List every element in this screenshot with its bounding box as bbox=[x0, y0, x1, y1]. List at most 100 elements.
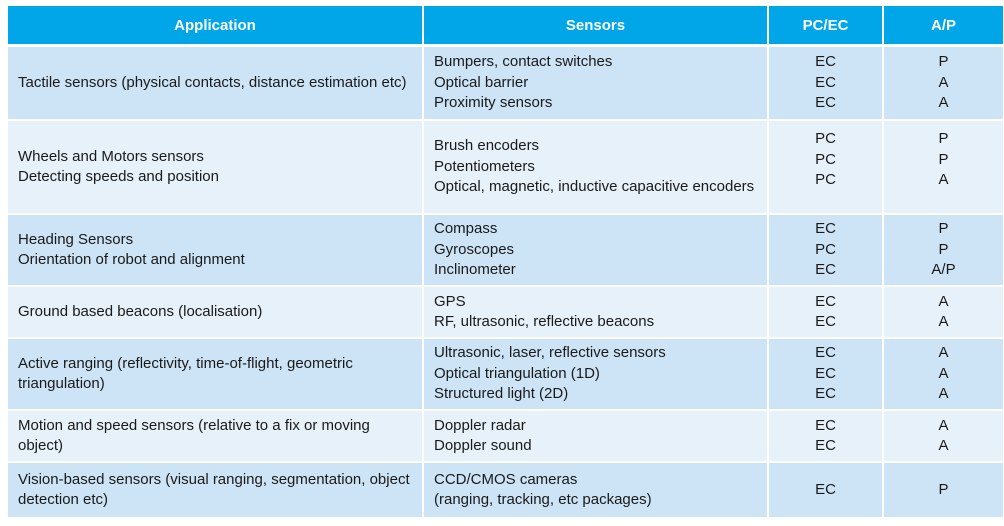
pc-ec-value: EC bbox=[815, 292, 836, 310]
a-p-cell: A A A bbox=[884, 339, 1003, 411]
a-p-value: P bbox=[938, 150, 949, 168]
sensor-table-container: Application Sensors PC/EC A/P Tactile se… bbox=[8, 6, 1003, 519]
pc-ec-cell: EC bbox=[769, 463, 884, 519]
application-cell: Heading Sensors Orientation of robot and… bbox=[8, 215, 424, 287]
sensor-item: Compass bbox=[434, 220, 498, 238]
a-p-value: A/P bbox=[931, 261, 956, 279]
pc-ec-value: EC bbox=[815, 344, 836, 362]
a-p-value: P bbox=[938, 130, 949, 147]
sensor-item: Potentiometers bbox=[434, 157, 535, 175]
sensor-item: Optical barrier bbox=[434, 73, 529, 91]
a-p-value: A bbox=[938, 385, 949, 403]
sensors-cell: Brush encoders Potentiometers Optical, m… bbox=[424, 121, 769, 215]
application-text: Ground based beacons (localisation) bbox=[18, 302, 263, 320]
sensor-item: Optical, magnetic, inductive capacitive … bbox=[434, 178, 755, 196]
a-p-cell: P P A bbox=[884, 121, 1003, 215]
a-p-value: A bbox=[938, 313, 949, 330]
table-row: Active ranging (reflectivity, time-of-fl… bbox=[8, 339, 1003, 411]
a-p-cell: P bbox=[884, 463, 1003, 519]
table-row: Ground based beacons (localisation) GPS … bbox=[8, 287, 1003, 339]
a-p-value: A bbox=[938, 344, 949, 362]
a-p-value: A bbox=[938, 416, 949, 434]
sensors-cell: Compass Gyroscopes Inclinometer bbox=[424, 215, 769, 287]
header-row: Application Sensors PC/EC A/P bbox=[8, 6, 1003, 47]
application-cell: Motion and speed sensors (relative to a … bbox=[8, 411, 424, 463]
header-application: Application bbox=[8, 6, 424, 47]
sensors-cell: GPS RF, ultrasonic, reflective beacons bbox=[424, 287, 769, 339]
a-p-value: A bbox=[938, 292, 949, 310]
sensor-item: Inclinometer bbox=[434, 261, 516, 279]
a-p-cell: A A bbox=[884, 411, 1003, 463]
application-text: Orientation of robot and alignment bbox=[18, 251, 245, 268]
a-p-cell: P P A/P bbox=[884, 215, 1003, 287]
pc-ec-value: EC bbox=[815, 53, 836, 71]
application-text: Vision-based sensors (visual ranging, se… bbox=[18, 470, 410, 509]
table-row: Vision-based sensors (visual ranging, se… bbox=[8, 463, 1003, 519]
pc-ec-value: EC bbox=[815, 261, 836, 279]
pc-ec-value: EC bbox=[815, 437, 836, 454]
a-p-cell: A A bbox=[884, 287, 1003, 339]
application-cell: Tactile sensors (physical contacts, dist… bbox=[8, 47, 424, 121]
pc-ec-cell: PC PC PC bbox=[769, 121, 884, 215]
application-text: Detecting speeds and position bbox=[18, 168, 219, 185]
sensor-item: (ranging, tracking, etc packages) bbox=[434, 491, 652, 508]
pc-ec-value: EC bbox=[815, 385, 836, 403]
a-p-value: P bbox=[938, 220, 949, 238]
sensor-item: Optical triangulation (1D) bbox=[434, 364, 600, 382]
application-text: Motion and speed sensors (relative to a … bbox=[18, 416, 370, 455]
table-row: Wheels and Motors sensors Detecting spee… bbox=[8, 121, 1003, 215]
application-text: Wheels and Motors sensors bbox=[18, 147, 204, 165]
pc-ec-value: PC bbox=[815, 240, 836, 258]
pc-ec-value: EC bbox=[815, 313, 836, 330]
header-pc-ec: PC/EC bbox=[769, 6, 884, 47]
pc-ec-value: EC bbox=[815, 364, 836, 382]
sensor-item: Bumpers, contact switches bbox=[434, 53, 613, 71]
a-p-value: A bbox=[938, 364, 949, 382]
pc-ec-cell: EC EC bbox=[769, 411, 884, 463]
a-p-value: P bbox=[938, 240, 949, 258]
application-text: Active ranging (reflectivity, time-of-fl… bbox=[18, 354, 353, 393]
application-text: Heading Sensors bbox=[18, 230, 134, 248]
sensors-cell: Bumpers, contact switches Optical barrie… bbox=[424, 47, 769, 121]
a-p-value: P bbox=[938, 480, 949, 498]
table-row: Tactile sensors (physical contacts, dist… bbox=[8, 47, 1003, 121]
sensor-table: Application Sensors PC/EC A/P Tactile se… bbox=[8, 6, 1003, 519]
pc-ec-value: EC bbox=[815, 94, 836, 112]
table-header: Application Sensors PC/EC A/P bbox=[8, 6, 1003, 47]
sensor-item: Doppler sound bbox=[434, 437, 532, 454]
sensor-item: GPS bbox=[434, 292, 466, 310]
sensor-item: Ultrasonic, laser, reflective sensors bbox=[434, 344, 666, 362]
pc-ec-cell: EC PC EC bbox=[769, 215, 884, 287]
application-cell: Active ranging (reflectivity, time-of-fl… bbox=[8, 339, 424, 411]
pc-ec-cell: EC EC EC bbox=[769, 47, 884, 121]
pc-ec-value: EC bbox=[815, 416, 836, 434]
sensor-item: Structured light (2D) bbox=[434, 385, 569, 403]
application-text: Tactile sensors (physical contacts, dist… bbox=[18, 73, 407, 91]
a-p-value: A bbox=[938, 171, 949, 188]
pc-ec-value: PC bbox=[815, 150, 836, 168]
table-row: Motion and speed sensors (relative to a … bbox=[8, 411, 1003, 463]
application-cell: Ground based beacons (localisation) bbox=[8, 287, 424, 339]
a-p-cell: P A A bbox=[884, 47, 1003, 121]
pc-ec-value: EC bbox=[815, 480, 836, 498]
sensor-item: Proximity sensors bbox=[434, 94, 553, 112]
application-cell: Wheels and Motors sensors Detecting spee… bbox=[8, 121, 424, 215]
application-cell: Vision-based sensors (visual ranging, se… bbox=[8, 463, 424, 519]
table-row: Heading Sensors Orientation of robot and… bbox=[8, 215, 1003, 287]
pc-ec-value: PC bbox=[815, 171, 836, 188]
sensors-cell: Doppler radar Doppler sound bbox=[424, 411, 769, 463]
header-sensors: Sensors bbox=[424, 6, 769, 47]
a-p-value: A bbox=[938, 437, 949, 454]
sensors-cell: Ultrasonic, laser, reflective sensors Op… bbox=[424, 339, 769, 411]
sensor-item: RF, ultrasonic, reflective beacons bbox=[434, 313, 655, 330]
sensor-item: Doppler radar bbox=[434, 416, 526, 434]
sensor-item: CCD/CMOS cameras bbox=[434, 470, 578, 488]
pc-ec-cell: EC EC bbox=[769, 287, 884, 339]
sensor-item: Brush encoders bbox=[434, 137, 540, 155]
pc-ec-cell: EC EC EC bbox=[769, 339, 884, 411]
pc-ec-value: EC bbox=[815, 220, 836, 238]
sensors-cell: CCD/CMOS cameras (ranging, tracking, etc… bbox=[424, 463, 769, 519]
a-p-value: A bbox=[938, 73, 949, 91]
a-p-value: P bbox=[938, 53, 949, 71]
a-p-value: A bbox=[938, 94, 949, 112]
